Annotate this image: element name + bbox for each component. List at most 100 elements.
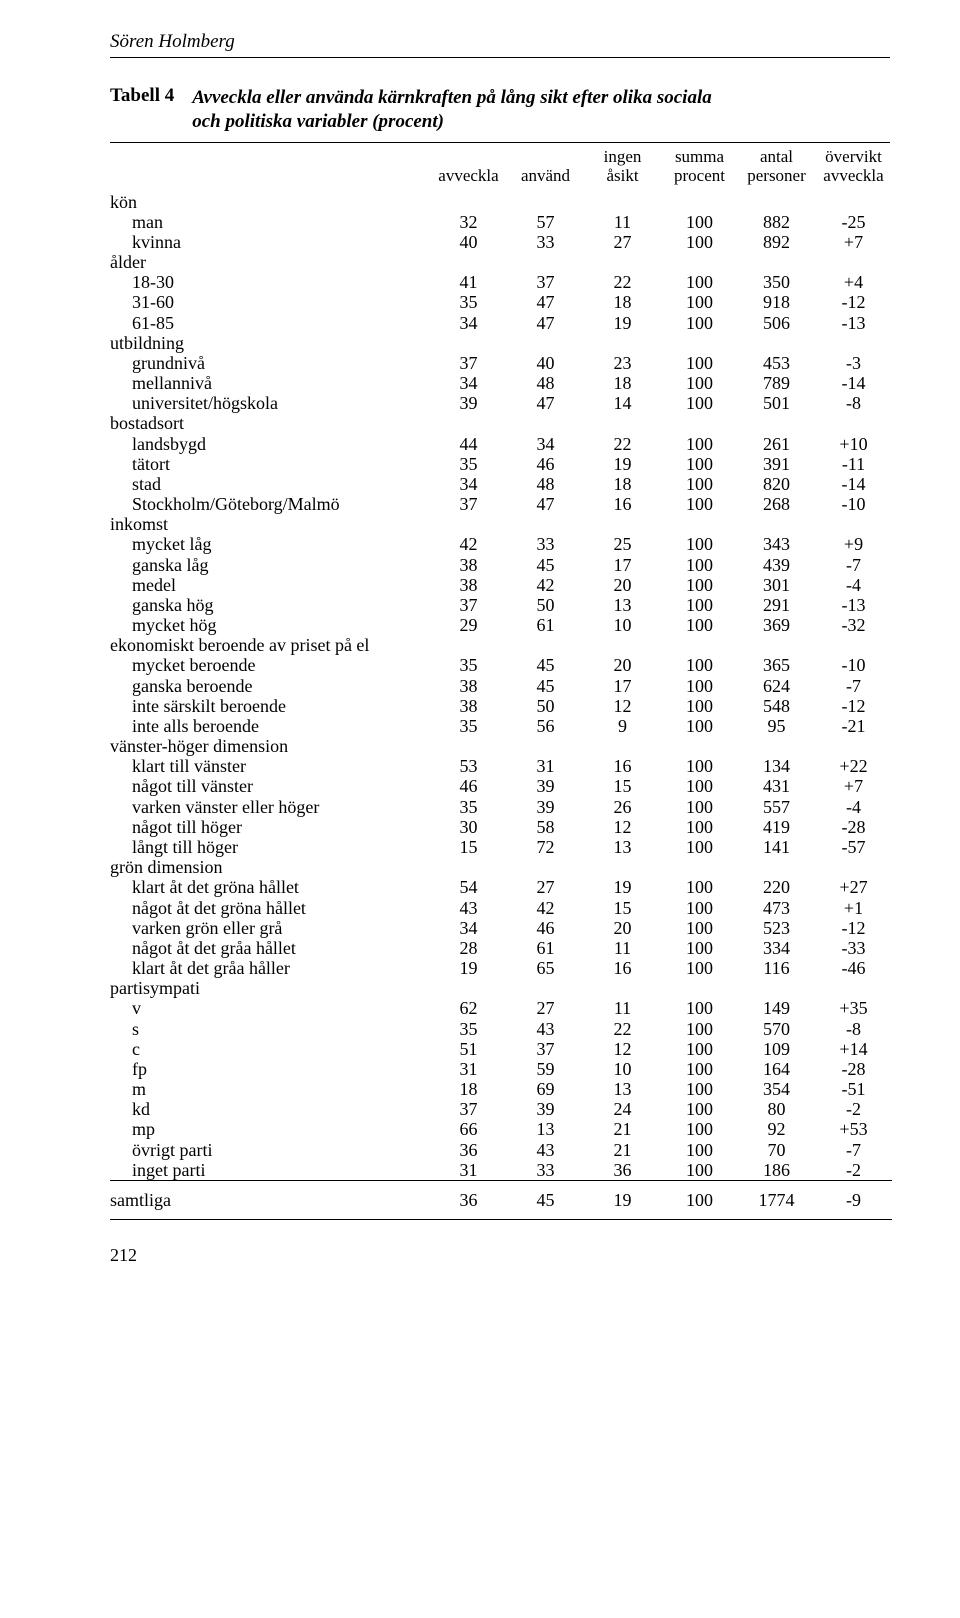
table-row: ganska hög375013100291-13 bbox=[110, 595, 892, 615]
cell: 38 bbox=[430, 676, 507, 696]
cell: -8 bbox=[815, 1018, 892, 1038]
cell: -14 bbox=[815, 373, 892, 393]
table-row: s354322100570-8 bbox=[110, 1018, 892, 1038]
row-label: något åt det gråa hållet bbox=[110, 938, 430, 958]
cell: 100 bbox=[661, 958, 738, 978]
header-personer: personer bbox=[747, 166, 806, 185]
cell: 19 bbox=[584, 454, 661, 474]
cell: 42 bbox=[507, 575, 584, 595]
table-row: mycket låg423325100343+9 bbox=[110, 534, 892, 554]
table-row: klart åt det gråa håller196516100116-46 bbox=[110, 958, 892, 978]
cell: 18 bbox=[584, 292, 661, 312]
cell: 30 bbox=[430, 817, 507, 837]
cell: 20 bbox=[584, 655, 661, 675]
row-label: mycket hög bbox=[110, 615, 430, 635]
cell: 39 bbox=[430, 393, 507, 413]
group-label: ekonomiskt beroende av priset på el bbox=[110, 635, 892, 655]
table-body: könman325711100882-25kvinna403327100892+… bbox=[110, 192, 892, 1220]
cell: 100 bbox=[661, 615, 738, 635]
group-row: bostadsort bbox=[110, 413, 892, 433]
cell: 419 bbox=[738, 817, 815, 837]
cell: 100 bbox=[661, 918, 738, 938]
cell: 100 bbox=[661, 433, 738, 453]
cell: 523 bbox=[738, 918, 815, 938]
cell: 43 bbox=[507, 1140, 584, 1160]
header-antal: antal bbox=[760, 147, 793, 166]
cell: 23 bbox=[584, 353, 661, 373]
row-label: långt till höger bbox=[110, 837, 430, 857]
table-row: m186913100354-51 bbox=[110, 1079, 892, 1099]
cell: 18 bbox=[584, 474, 661, 494]
row-label: klart åt det gröna hållet bbox=[110, 877, 430, 897]
group-row: ekonomiskt beroende av priset på el bbox=[110, 635, 892, 655]
cell: 19 bbox=[584, 313, 661, 333]
cell: 506 bbox=[738, 313, 815, 333]
row-label: c bbox=[110, 1039, 430, 1059]
cell: 42 bbox=[430, 534, 507, 554]
group-label: kön bbox=[110, 192, 892, 212]
cell: 624 bbox=[738, 676, 815, 696]
cell: -57 bbox=[815, 837, 892, 857]
cell: 39 bbox=[507, 797, 584, 817]
cell: 37 bbox=[430, 1099, 507, 1119]
row-label: klart åt det gråa håller bbox=[110, 958, 430, 978]
cell: 100 bbox=[661, 716, 738, 736]
cell: 291 bbox=[738, 595, 815, 615]
table-row: c513712100109+14 bbox=[110, 1039, 892, 1059]
cell: 45 bbox=[507, 676, 584, 696]
cell: 100 bbox=[661, 756, 738, 776]
cell: 15 bbox=[584, 897, 661, 917]
cell: 220 bbox=[738, 877, 815, 897]
cell: -25 bbox=[815, 212, 892, 232]
cell: 47 bbox=[507, 292, 584, 312]
cell: 12 bbox=[584, 1039, 661, 1059]
row-label: landsbygd bbox=[110, 433, 430, 453]
group-row: kön bbox=[110, 192, 892, 212]
row-label: mellannivå bbox=[110, 373, 430, 393]
cell: -7 bbox=[815, 555, 892, 575]
cell: 33 bbox=[507, 1160, 584, 1181]
group-row: grön dimension bbox=[110, 857, 892, 877]
cell: 95 bbox=[738, 716, 815, 736]
cell: 31 bbox=[430, 1160, 507, 1181]
cell: 501 bbox=[738, 393, 815, 413]
row-label: stad bbox=[110, 474, 430, 494]
table-row: v622711100149+35 bbox=[110, 998, 892, 1018]
table-row: 18-30413722100350+4 bbox=[110, 272, 892, 292]
table-row: inte särskilt beroende385012100548-12 bbox=[110, 696, 892, 716]
cell: 116 bbox=[738, 958, 815, 978]
header-antal-personer: antalpersoner bbox=[738, 143, 815, 192]
cell: 53 bbox=[430, 756, 507, 776]
cell: 100 bbox=[661, 1119, 738, 1139]
data-table: avveckla använd ingenåsikt summaprocent … bbox=[110, 143, 892, 1220]
cell: 56 bbox=[507, 716, 584, 736]
cell: 1774 bbox=[738, 1180, 815, 1219]
cell: 17 bbox=[584, 555, 661, 575]
cell: -13 bbox=[815, 313, 892, 333]
cell: 38 bbox=[430, 555, 507, 575]
cell: 100 bbox=[661, 292, 738, 312]
cell: 19 bbox=[584, 877, 661, 897]
cell: 100 bbox=[661, 1059, 738, 1079]
group-row: utbildning bbox=[110, 333, 892, 353]
cell: 100 bbox=[661, 998, 738, 1018]
cell: 100 bbox=[661, 1018, 738, 1038]
cell: 35 bbox=[430, 655, 507, 675]
cell: 39 bbox=[507, 1099, 584, 1119]
cell: 80 bbox=[738, 1099, 815, 1119]
header-blank bbox=[110, 143, 430, 192]
cell: 65 bbox=[507, 958, 584, 978]
cell: 27 bbox=[507, 877, 584, 897]
cell: 789 bbox=[738, 373, 815, 393]
group-row: ålder bbox=[110, 252, 892, 272]
cell: 100 bbox=[661, 575, 738, 595]
cell: 100 bbox=[661, 313, 738, 333]
cell: 343 bbox=[738, 534, 815, 554]
table-row: långt till höger157213100141-57 bbox=[110, 837, 892, 857]
cell: +4 bbox=[815, 272, 892, 292]
cell: 100 bbox=[661, 534, 738, 554]
cell: 50 bbox=[507, 696, 584, 716]
row-label: s bbox=[110, 1018, 430, 1038]
cell: 391 bbox=[738, 454, 815, 474]
cell: 453 bbox=[738, 353, 815, 373]
